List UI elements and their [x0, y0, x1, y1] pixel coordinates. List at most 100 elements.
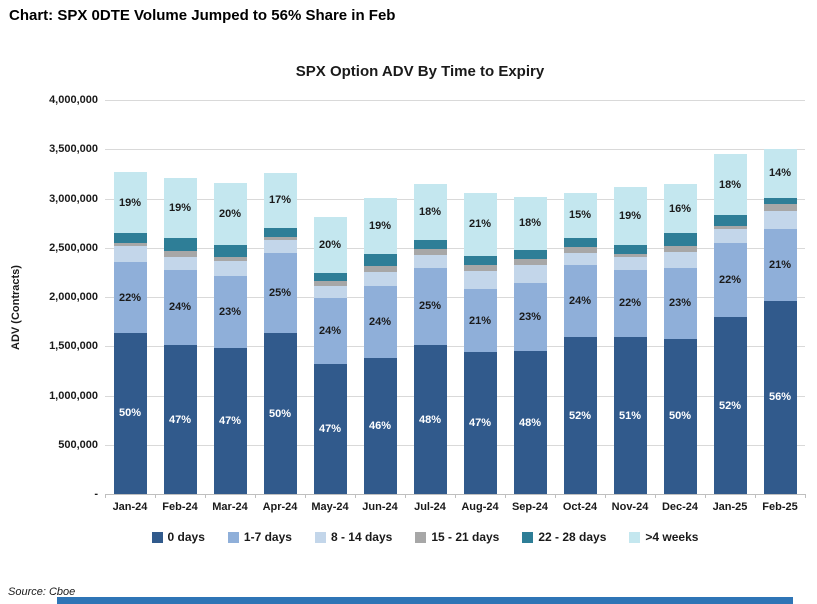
segment-22---28-days [613, 245, 647, 255]
x-tick-mark [755, 494, 756, 498]
x-tick-label: Dec-24 [661, 501, 699, 513]
data-label: 18% [418, 205, 442, 218]
segment->4-weeks: 18% [513, 196, 547, 251]
segment-8---14-days [763, 211, 797, 229]
y-tick-label: 500,000 [58, 438, 98, 451]
x-tick-mark [255, 494, 256, 498]
segment->4-weeks: 18% [713, 154, 747, 216]
x-tick-mark [205, 494, 206, 498]
segment-8---14-days [513, 264, 547, 283]
legend-swatch-icon [522, 531, 534, 543]
segment-0-days: 56% [763, 300, 797, 494]
segment-1-7-days: 25% [413, 267, 447, 346]
segment-15---21-days [113, 242, 147, 246]
y-axis-title: ADV (Contracts) [10, 265, 22, 351]
bar-mar-24: 47% 23% 20% [213, 182, 247, 494]
segment-22---28-days [713, 215, 747, 226]
x-tick-label: Feb-24 [162, 501, 198, 513]
x-tick-label: Mar-24 [212, 501, 248, 513]
segment-1-7-days: 23% [663, 267, 697, 339]
segment-22---28-days [663, 233, 697, 246]
data-label: 19% [118, 196, 142, 209]
x-tick-label: May-24 [311, 501, 349, 513]
x-tick-label: Nov-24 [611, 501, 649, 513]
segment-15---21-days [213, 257, 247, 261]
segment-1-7-days: 21% [763, 228, 797, 301]
segment-8---14-days [363, 271, 397, 287]
y-tick-label: 3,500,000 [49, 143, 98, 156]
segment-8---14-days [463, 270, 497, 290]
bottom-divider [57, 597, 793, 604]
segment->4-weeks: 21% [463, 192, 497, 256]
legend-label: 8 - 14 days [330, 530, 393, 544]
data-label: 14% [768, 167, 792, 180]
data-label: 19% [368, 219, 392, 232]
segment-15---21-days [763, 204, 797, 212]
y-tick-label: 3,000,000 [49, 192, 98, 205]
data-label: 18% [518, 217, 542, 230]
x-tick-mark [655, 494, 656, 498]
segment->4-weeks: 19% [363, 197, 397, 254]
bar-jan-25: 52% 22% 18% [713, 154, 747, 494]
legend-item-8---14-days: 8 - 14 days [314, 530, 393, 544]
gridline [105, 395, 805, 397]
segment->4-weeks: 20% [313, 217, 347, 273]
gridline [105, 198, 805, 200]
data-label: 19% [168, 201, 192, 214]
data-label: 50% [668, 410, 692, 423]
segment->4-weeks: 16% [663, 183, 697, 234]
y-axis-labels: 4,000,000 3,500,000 3,000,000 2,500,000 2,00… [28, 94, 98, 500]
segment-8---14-days [313, 286, 347, 298]
data-label: 47% [468, 417, 492, 430]
segment-0-days: 50% [663, 338, 697, 494]
segment-15---21-days [413, 248, 447, 256]
segment->4-weeks: 20% [213, 182, 247, 246]
x-tick-mark [505, 494, 506, 498]
data-label: 48% [518, 416, 542, 429]
segment-1-7-days: 24% [363, 286, 397, 358]
segment-8---14-days [213, 260, 247, 277]
legend-swatch-icon [415, 531, 427, 543]
data-label: 20% [318, 238, 342, 251]
segment->4-weeks: 19% [113, 171, 147, 234]
segment-1-7-days: 24% [313, 297, 347, 364]
legend-item-0-days: 0 days [151, 530, 205, 544]
segment-1-7-days: 24% [563, 264, 597, 338]
data-label: 22% [718, 273, 742, 286]
segment-22---28-days [463, 255, 497, 265]
data-label: 24% [168, 301, 192, 314]
segment-0-days: 47% [463, 352, 497, 494]
legend-swatch-icon [227, 531, 239, 543]
segment->4-weeks: 18% [413, 183, 447, 240]
segment-8---14-days [113, 246, 147, 263]
segment-22---28-days [313, 272, 347, 281]
segment-1-7-days: 22% [613, 269, 647, 338]
chart-title: SPX Option ADV By Time to Expiry [295, 63, 545, 80]
segment-1-7-days: 23% [513, 282, 547, 352]
y-tick-label: 2,500,000 [49, 241, 98, 254]
chart-legend: 0 days 1-7 days 8 - 14 days 15 - 21 days 22 … [75, 530, 775, 544]
segment-22---28-days [263, 227, 297, 238]
segment-15---21-days [663, 245, 697, 253]
bar-oct-24: 52% 24% 15% [563, 192, 597, 494]
x-tick-label: Jan-24 [112, 501, 148, 513]
data-label: 23% [218, 305, 242, 318]
segment-15---21-days [163, 250, 197, 257]
bar-aug-24: 47% 21% 21% [463, 192, 497, 494]
data-label: 23% [518, 311, 542, 324]
plot-area: 50% 22% 19% 47% 24% 19% 47% 23% 20% 50% 25% 17% 47% 2… [105, 100, 806, 498]
x-tick-mark [455, 494, 456, 498]
segment->4-weeks: 19% [613, 186, 647, 246]
segment-1-7-days: 21% [463, 289, 497, 353]
segment-0-days: 46% [363, 357, 397, 494]
segment-1-7-days: 22% [113, 262, 147, 333]
y-tick-label: 2,000,000 [49, 291, 98, 303]
legend-item-15---21-days: 15 - 21 days [415, 530, 499, 544]
data-label: 50% [118, 407, 142, 420]
data-label: 25% [268, 287, 292, 300]
segment-0-days: 48% [513, 351, 547, 494]
segment-22---28-days [413, 239, 447, 249]
legend-label: >4 weeks [645, 530, 699, 544]
segment->4-weeks: 15% [563, 192, 597, 238]
segment-15---21-days [713, 225, 747, 229]
